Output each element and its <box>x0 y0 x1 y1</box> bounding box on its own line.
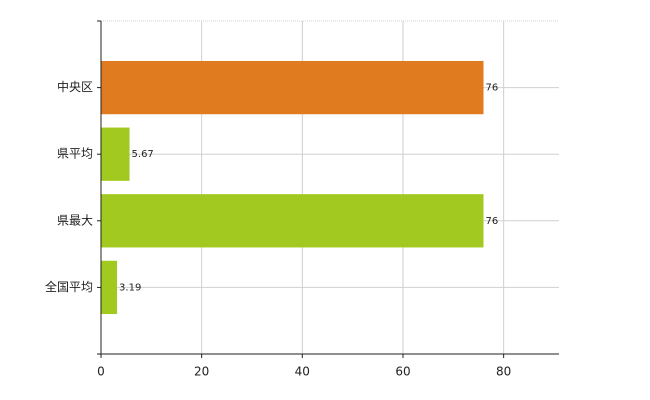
bar <box>101 260 118 315</box>
y-tick-label: 県平均 <box>57 147 93 161</box>
value-label: 5.67 <box>132 149 154 160</box>
x-tick-label: 80 <box>496 365 511 379</box>
bar <box>101 194 484 248</box>
value-label: 3.19 <box>119 282 141 293</box>
x-tick-label: 60 <box>395 365 410 379</box>
y-tick-label: 中央区 <box>57 79 93 94</box>
x-tick-label: 0 <box>97 365 105 379</box>
x-tick-label: 20 <box>194 365 209 379</box>
x-tick-label: 40 <box>295 365 310 379</box>
value-label: 76 <box>486 83 499 94</box>
value-label: 76 <box>486 216 499 227</box>
y-tick-label: 全国平均 <box>45 279 93 294</box>
y-tick-label: 県最大 <box>57 213 93 227</box>
bar <box>101 60 484 115</box>
bar <box>101 127 130 181</box>
